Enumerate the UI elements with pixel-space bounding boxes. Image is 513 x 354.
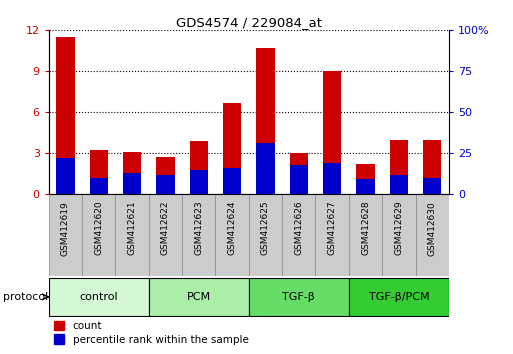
Bar (123, 152, 141, 194)
Text: GSM412628: GSM412628 (361, 201, 370, 256)
Bar (390, 139, 408, 194)
Text: control: control (80, 292, 118, 302)
Bar (156, 157, 174, 194)
FancyBboxPatch shape (49, 194, 82, 276)
Bar (357, 179, 374, 194)
Bar (390, 175, 408, 194)
FancyBboxPatch shape (315, 194, 349, 276)
FancyBboxPatch shape (182, 194, 215, 276)
Text: TGF-β/PCM: TGF-β/PCM (368, 292, 429, 302)
Bar (123, 173, 141, 194)
Text: GSM412624: GSM412624 (228, 201, 236, 255)
Bar (357, 164, 374, 194)
Text: GSM412630: GSM412630 (428, 201, 437, 256)
Bar (290, 153, 308, 194)
Text: TGF-β: TGF-β (283, 292, 315, 302)
FancyBboxPatch shape (349, 278, 449, 316)
Bar (256, 143, 274, 194)
Bar (190, 170, 208, 194)
Text: GSM412629: GSM412629 (394, 201, 403, 256)
Text: PCM: PCM (187, 292, 211, 302)
Text: GSM412621: GSM412621 (128, 201, 136, 256)
FancyBboxPatch shape (115, 194, 149, 276)
Bar (323, 163, 341, 194)
Legend: count, percentile rank within the sample: count, percentile rank within the sample (54, 321, 249, 345)
Bar (90, 178, 108, 194)
FancyBboxPatch shape (215, 194, 249, 276)
Bar (156, 175, 174, 194)
Text: GSM412625: GSM412625 (261, 201, 270, 256)
Text: GSM412627: GSM412627 (328, 201, 337, 256)
Bar (223, 168, 241, 194)
Bar (190, 141, 208, 194)
Bar (423, 178, 441, 194)
FancyBboxPatch shape (249, 194, 282, 276)
FancyBboxPatch shape (149, 278, 249, 316)
FancyBboxPatch shape (382, 194, 416, 276)
Bar (56, 37, 74, 194)
FancyBboxPatch shape (249, 278, 349, 316)
Bar (323, 71, 341, 194)
Text: GSM412623: GSM412623 (194, 201, 203, 256)
Text: GSM412622: GSM412622 (161, 201, 170, 255)
FancyBboxPatch shape (149, 194, 182, 276)
Bar (256, 48, 274, 194)
FancyBboxPatch shape (282, 194, 315, 276)
Bar (56, 158, 74, 194)
FancyBboxPatch shape (82, 194, 115, 276)
Bar (90, 150, 108, 194)
Title: GDS4574 / 229084_at: GDS4574 / 229084_at (176, 16, 322, 29)
Text: GSM412620: GSM412620 (94, 201, 103, 256)
FancyBboxPatch shape (349, 194, 382, 276)
Bar (290, 165, 308, 194)
Text: protocol: protocol (3, 292, 48, 302)
Text: GSM412619: GSM412619 (61, 201, 70, 256)
Bar (423, 139, 441, 194)
Bar (223, 103, 241, 194)
Text: GSM412626: GSM412626 (294, 201, 303, 256)
FancyBboxPatch shape (49, 278, 149, 316)
FancyBboxPatch shape (416, 194, 449, 276)
